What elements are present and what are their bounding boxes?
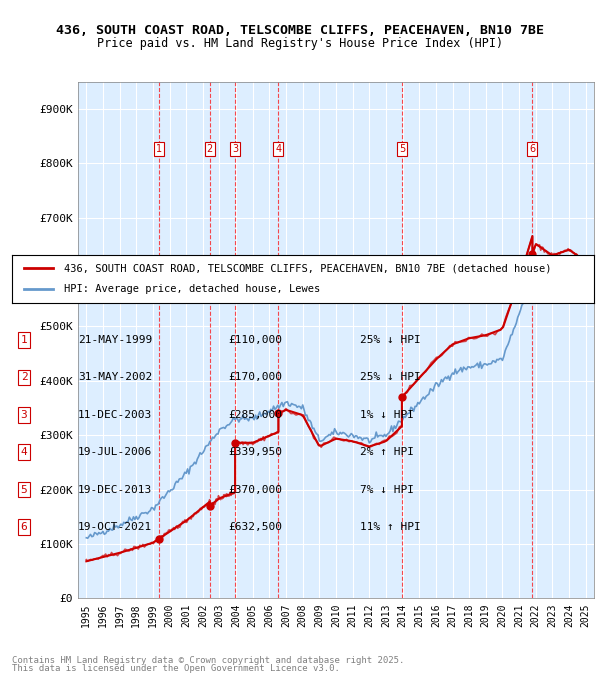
Text: 11% ↑ HPI: 11% ↑ HPI <box>360 522 421 532</box>
Text: 2: 2 <box>206 143 213 154</box>
Text: 2: 2 <box>20 373 28 382</box>
Text: 3: 3 <box>232 143 238 154</box>
Text: 3: 3 <box>20 410 28 420</box>
Text: £632,500: £632,500 <box>228 522 282 532</box>
Text: £370,000: £370,000 <box>228 485 282 494</box>
Text: 4: 4 <box>20 447 28 457</box>
Text: 21-MAY-1999: 21-MAY-1999 <box>78 335 152 345</box>
Text: £170,000: £170,000 <box>228 373 282 382</box>
Text: 436, SOUTH COAST ROAD, TELSCOMBE CLIFFS, PEACEHAVEN, BN10 7BE: 436, SOUTH COAST ROAD, TELSCOMBE CLIFFS,… <box>56 24 544 37</box>
Text: £339,950: £339,950 <box>228 447 282 457</box>
Text: 19-OCT-2021: 19-OCT-2021 <box>78 522 152 532</box>
Text: 6: 6 <box>529 143 535 154</box>
Text: 19-DEC-2013: 19-DEC-2013 <box>78 485 152 494</box>
Text: £285,000: £285,000 <box>228 410 282 420</box>
Text: 2% ↑ HPI: 2% ↑ HPI <box>360 447 414 457</box>
Text: 11-DEC-2003: 11-DEC-2003 <box>78 410 152 420</box>
Text: Price paid vs. HM Land Registry's House Price Index (HPI): Price paid vs. HM Land Registry's House … <box>97 37 503 50</box>
Text: 19-JUL-2006: 19-JUL-2006 <box>78 447 152 457</box>
Text: 6: 6 <box>20 522 28 532</box>
Text: 4: 4 <box>275 143 281 154</box>
Text: HPI: Average price, detached house, Lewes: HPI: Average price, detached house, Lewe… <box>64 284 320 294</box>
Text: 436, SOUTH COAST ROAD, TELSCOMBE CLIFFS, PEACEHAVEN, BN10 7BE (detached house): 436, SOUTH COAST ROAD, TELSCOMBE CLIFFS,… <box>64 263 552 273</box>
Text: 25% ↓ HPI: 25% ↓ HPI <box>360 373 421 382</box>
Text: 25% ↓ HPI: 25% ↓ HPI <box>360 335 421 345</box>
Text: 1: 1 <box>20 335 28 345</box>
Text: 31-MAY-2002: 31-MAY-2002 <box>78 373 152 382</box>
Text: 1% ↓ HPI: 1% ↓ HPI <box>360 410 414 420</box>
Text: 5: 5 <box>399 143 405 154</box>
Text: £110,000: £110,000 <box>228 335 282 345</box>
Text: This data is licensed under the Open Government Licence v3.0.: This data is licensed under the Open Gov… <box>12 664 340 673</box>
Text: 5: 5 <box>20 485 28 494</box>
Text: Contains HM Land Registry data © Crown copyright and database right 2025.: Contains HM Land Registry data © Crown c… <box>12 656 404 665</box>
Text: 7% ↓ HPI: 7% ↓ HPI <box>360 485 414 494</box>
Text: 1: 1 <box>156 143 162 154</box>
